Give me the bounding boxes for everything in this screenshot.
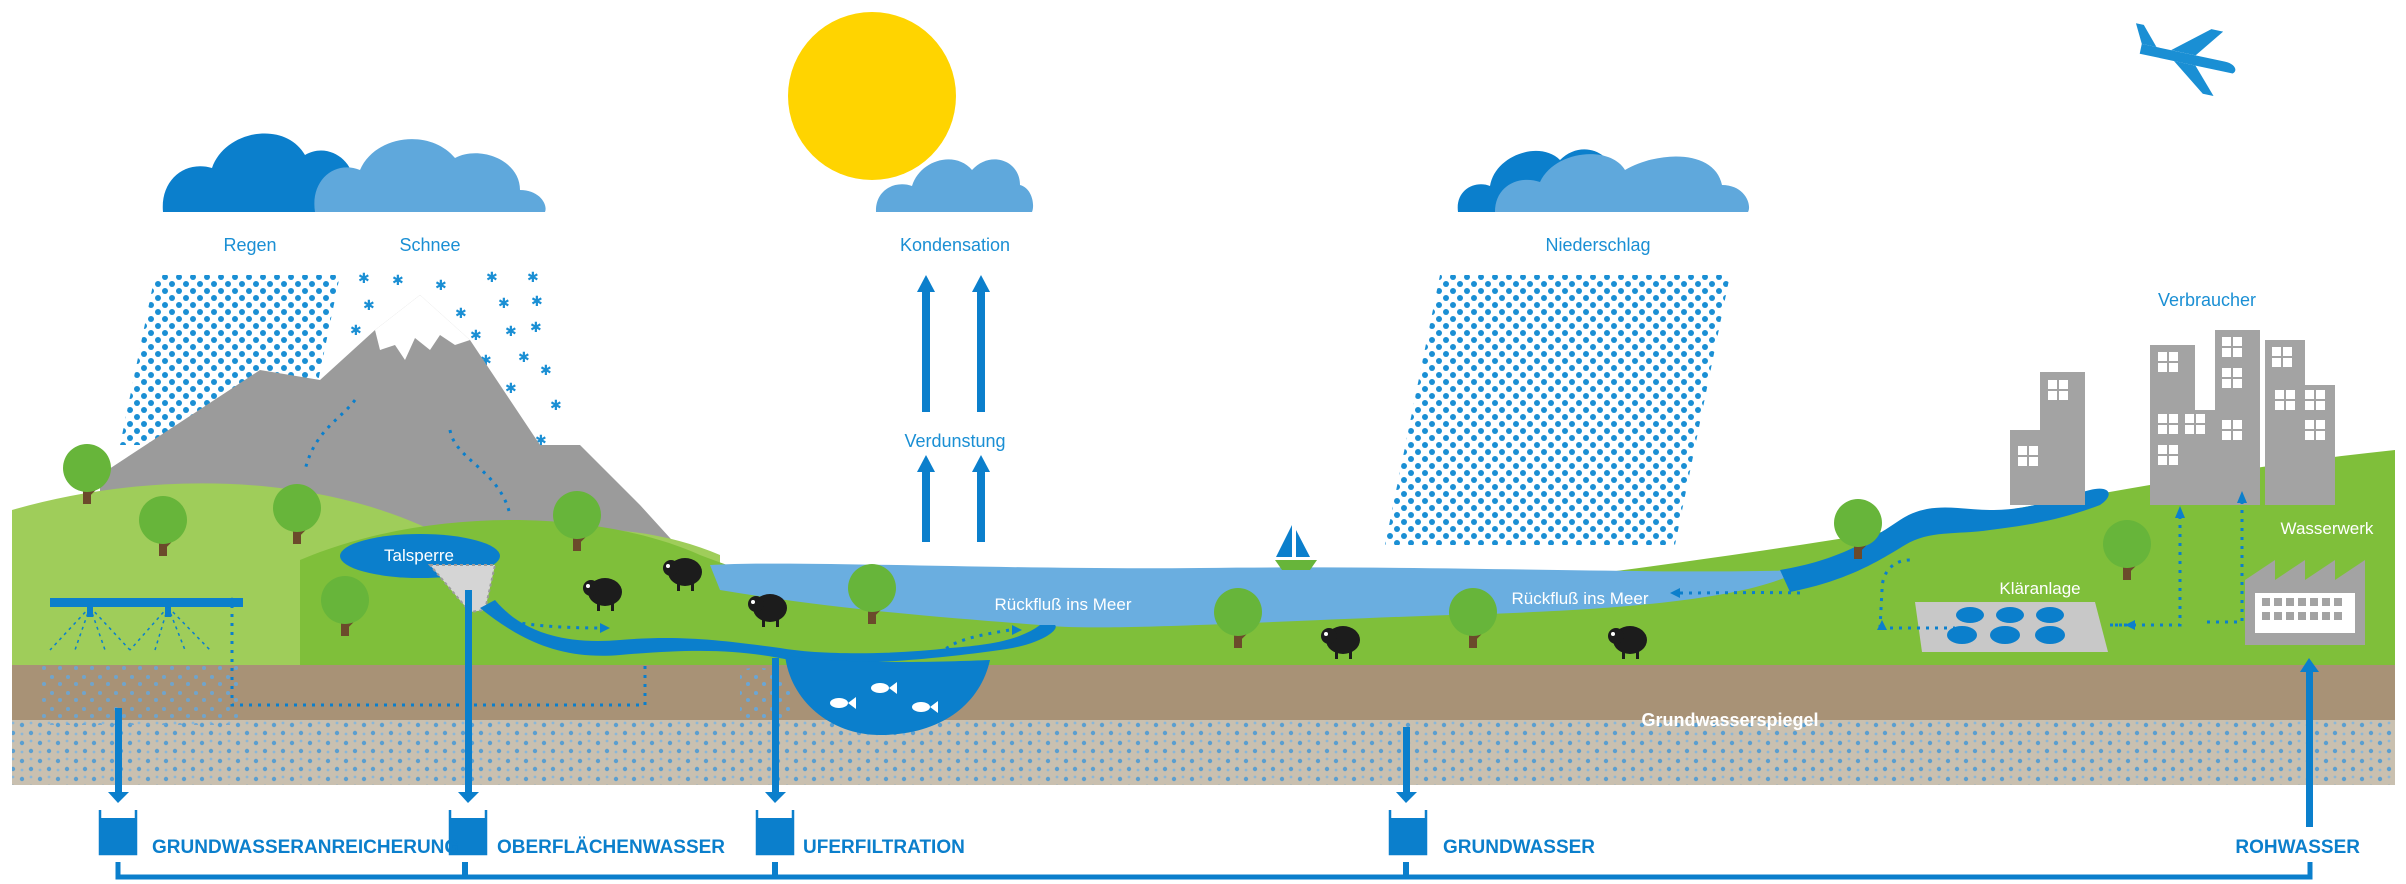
svg-text:✱: ✱ — [455, 306, 467, 322]
svg-text:✱: ✱ — [435, 278, 447, 294]
flow-arrows — [230, 500, 2244, 707]
sewage-plant-icon — [1915, 602, 2108, 652]
sailboat-icon — [1275, 525, 1317, 570]
irrigation-bar — [49, 598, 243, 651]
svg-text:✱: ✱ — [470, 328, 482, 344]
airplane-icon — [2135, 23, 2236, 96]
svg-text:✱: ✱ — [498, 296, 510, 312]
svg-text:✱: ✱ — [358, 271, 370, 287]
reservoir-dam — [427, 564, 497, 614]
label-rueckfluss-1: Rückfluß ins Meer — [995, 595, 1132, 614]
cloud-icon — [162, 133, 546, 212]
svg-text:✱: ✱ — [530, 320, 542, 336]
label-talsperre: Talsperre — [384, 546, 454, 565]
river-right — [1780, 488, 2109, 592]
label-niederschlag: Niederschlag — [1545, 235, 1650, 255]
label-klaeranlage: Kläranlage — [1999, 579, 2080, 598]
fish-icon — [830, 682, 938, 713]
sun-icon — [788, 12, 956, 180]
soil-layer — [12, 665, 2395, 720]
infiltration-area — [40, 665, 240, 725]
label-verdunstung: Verdunstung — [904, 431, 1005, 451]
source-label: OBERFLÄCHENWASSER — [497, 837, 725, 858]
label-grundwasserspiegel: Grundwasserspiegel — [1641, 710, 1818, 730]
label-rueckfluss-2: Rückfluß ins Meer — [1512, 589, 1649, 608]
factory-icon — [2245, 560, 2365, 645]
cloud-icon — [1457, 149, 1750, 212]
svg-text:✱: ✱ — [527, 270, 539, 286]
groundwater-layer — [12, 720, 2395, 785]
svg-text:✱: ✱ — [535, 433, 547, 449]
svg-text:✱: ✱ — [363, 298, 375, 314]
river — [480, 600, 1056, 664]
cloud-icon — [875, 159, 1034, 212]
source-label: GRUNDWASSERANREICHERUNG — [152, 837, 459, 858]
distribution-pipe — [115, 862, 2313, 880]
city-buildings — [2010, 330, 2335, 505]
svg-text:✱: ✱ — [531, 294, 543, 310]
precipitation-area — [1385, 275, 1730, 545]
lake-basin — [785, 655, 990, 735]
evaporation-arrows — [917, 275, 990, 542]
label-wasserwerk: Wasserwerk — [2281, 519, 2374, 538]
mountain-snowcap — [375, 295, 470, 360]
svg-text:✱: ✱ — [480, 353, 492, 369]
beaker-icon — [98, 810, 1428, 856]
svg-text:✱: ✱ — [518, 350, 530, 366]
svg-text:✱: ✱ — [540, 363, 552, 379]
source-arrows — [108, 590, 2319, 827]
source-label: GRUNDWASSER — [1443, 837, 1595, 858]
label-verbraucher: Verbraucher — [2158, 290, 2256, 310]
source-label: UFERFILTRATION — [803, 837, 965, 858]
svg-text:✱: ✱ — [350, 323, 362, 339]
svg-text:✱: ✱ — [392, 273, 404, 289]
label-schnee: Schnee — [399, 235, 460, 255]
svg-text:✱: ✱ — [550, 398, 562, 414]
label-kondensation: Kondensation — [900, 235, 1010, 255]
svg-text:✱: ✱ — [486, 270, 498, 286]
source-label: ROHWASSER — [2235, 837, 2360, 858]
svg-text:✱: ✱ — [505, 324, 517, 340]
label-regen: Regen — [223, 235, 276, 255]
svg-text:✱: ✱ — [505, 381, 517, 397]
